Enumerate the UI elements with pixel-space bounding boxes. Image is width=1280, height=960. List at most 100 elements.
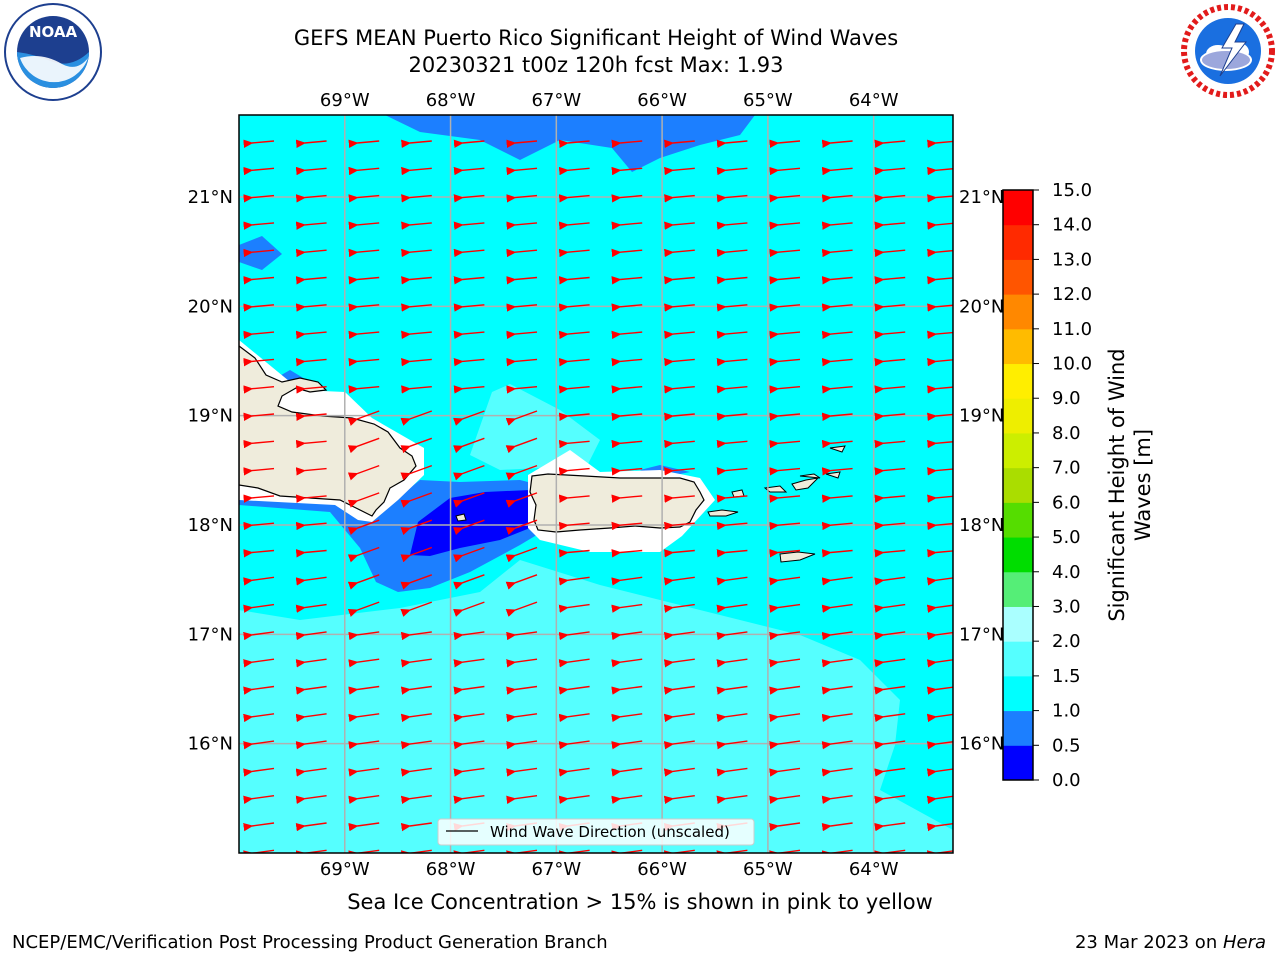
colorbar-tick-label: 8.0 [1052, 423, 1081, 444]
wind-wave-arrow [716, 494, 748, 503]
wind-wave-arrow [453, 464, 485, 481]
wind-wave-arrow [664, 166, 695, 176]
wind-wave-arrow [295, 166, 327, 176]
wind-wave-arrow [664, 549, 695, 558]
wind-wave-arrow [295, 248, 327, 258]
wind-wave-arrow [769, 248, 801, 258]
footer-date: 23 Mar 2023 on Hera [1075, 932, 1266, 953]
wind-wave-arrow [558, 330, 590, 340]
longitude-labels-top: 69°W 68°W 67°W 66°W 65°W 64°W [320, 90, 899, 111]
lat-label-right: 18°N [959, 515, 1004, 536]
wind-wave-arrow [401, 139, 432, 148]
wind-wave-arrow [821, 549, 853, 558]
wind-wave-arrow [348, 795, 380, 804]
lon-label-bottom: 67°W [531, 859, 581, 880]
wind-wave-arrow [716, 303, 748, 312]
wind-wave-arrow [348, 276, 380, 285]
wind-wave-arrow [769, 603, 801, 613]
wind-wave-arrow [664, 276, 695, 285]
sea-ice-note: Sea Ice Concentration > 15% is shown in … [347, 890, 933, 914]
wind-wave-arrow [926, 822, 953, 832]
wind-wave-arrow [453, 221, 485, 230]
wind-wave-arrow [769, 439, 801, 449]
lat-label-right: 17°N [959, 624, 1004, 645]
wind-wave-arrow [874, 221, 906, 230]
wind-wave-arrow [611, 576, 643, 586]
wind-wave-arrow [453, 631, 485, 641]
wind-wave-arrow [558, 221, 590, 230]
wind-wave-arrow [243, 467, 275, 476]
wind-wave-arrow [769, 631, 801, 641]
wind-wave-arrow [874, 521, 906, 531]
wind-wave-arrow [401, 221, 432, 230]
wind-wave-arrow [348, 221, 380, 230]
wind-wave-arrow [558, 658, 590, 668]
wind-wave-arrow [769, 740, 801, 750]
wind-wave-arrow [927, 521, 953, 531]
wind-wave-arrow [926, 741, 953, 750]
wind-wave-arrow [821, 740, 853, 750]
wind-wave-arrow [505, 437, 538, 454]
lat-label-left: 17°N [188, 624, 233, 645]
wind-wave-arrow [348, 330, 380, 340]
wind-wave-arrow [769, 685, 801, 695]
wind-wave-arrow [348, 194, 380, 203]
wind-wave-arrow [243, 221, 275, 230]
wind-wave-arrow [558, 795, 590, 804]
wind-wave-arrow [558, 713, 590, 723]
wind-wave-arrow [243, 139, 275, 148]
wind-wave-arrow [611, 713, 643, 723]
wind-wave-arrow [453, 330, 485, 340]
wind-wave-arrow [927, 330, 953, 340]
wind-wave-arrow [716, 631, 748, 641]
wind-wave-arrow [716, 658, 748, 668]
wind-wave-arrow [664, 194, 695, 203]
wind-wave-arrow [927, 385, 953, 394]
wind-wave-arrow [611, 385, 643, 394]
wind-wave-arrow [400, 658, 432, 668]
wind-wave-arrow [243, 439, 275, 449]
wind-wave-arrow [874, 549, 906, 558]
wind-wave-arrow [295, 549, 327, 558]
wind-wave-arrow [874, 248, 906, 258]
wind-wave-arrow [505, 464, 538, 481]
wind-wave-arrow [874, 276, 906, 285]
wind-wave-arrow [874, 740, 906, 750]
wind-wave-arrow [821, 521, 853, 531]
wind-wave-arrow [769, 385, 801, 394]
wind-wave-arrow [453, 685, 485, 695]
wind-wave-arrow [400, 795, 432, 804]
wind-wave-arrow [453, 248, 485, 258]
lon-label-top: 65°W [743, 90, 793, 111]
wind-wave-arrow [611, 412, 643, 421]
wind-wave-arrow [558, 521, 590, 531]
colorbar-segment [1003, 537, 1033, 573]
colorbar-segment [1003, 432, 1033, 469]
colorbar-tick-label: 11.0 [1052, 319, 1092, 340]
wind-wave-arrow [295, 685, 327, 695]
wind-wave-arrow [821, 139, 853, 148]
wind-wave-arrow [874, 412, 906, 421]
wind-wave-arrow [821, 467, 853, 476]
wind-wave-arrow [505, 574, 538, 590]
wind-wave-arrow [716, 221, 748, 230]
wind-wave-arrow [558, 631, 590, 641]
map-plot-area [239, 115, 953, 853]
wind-wave-arrow [243, 494, 275, 503]
wind-wave-arrow [400, 601, 433, 617]
lat-label-left: 19°N [188, 406, 233, 427]
lon-label-top: 67°W [531, 90, 581, 111]
wind-wave-arrow [769, 357, 801, 367]
wind-wave-arrow [295, 467, 327, 476]
colorbar-segment [1003, 328, 1033, 365]
lat-label-left: 21°N [188, 187, 233, 208]
wind-wave-arrow [874, 467, 906, 476]
wave-height-band-0_0-0_5 [410, 490, 530, 556]
colorbar-segment [1003, 606, 1033, 642]
nws-logo [1181, 4, 1275, 98]
wind-wave-arrow [348, 139, 380, 148]
wind-wave-arrow [348, 713, 380, 723]
wind-wave-arrow [821, 603, 853, 613]
colorbar-tick-label: 5.0 [1052, 527, 1081, 548]
